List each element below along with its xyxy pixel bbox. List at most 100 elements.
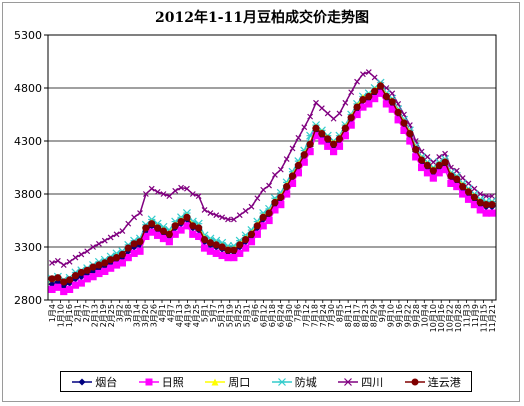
x-tick-label: 7月6 xyxy=(293,304,302,322)
data-point xyxy=(436,153,443,160)
x-tick-label: 8月17 xyxy=(353,304,362,327)
data-point xyxy=(77,268,85,277)
data-point xyxy=(459,175,466,182)
data-point xyxy=(211,378,219,385)
data-point xyxy=(459,190,467,198)
data-point xyxy=(447,172,455,180)
data-point xyxy=(266,182,272,189)
data-point xyxy=(288,172,297,180)
x-tick-label: 8月11 xyxy=(344,304,353,327)
data-point xyxy=(482,209,490,217)
data-point xyxy=(96,240,102,247)
data-point xyxy=(48,275,56,283)
data-point xyxy=(107,234,114,241)
x-tick-label: 6月12 xyxy=(260,304,269,327)
x-tick-label: 3月26 xyxy=(150,304,159,327)
data-point xyxy=(112,261,121,269)
data-point xyxy=(406,137,414,145)
series-1 xyxy=(48,89,496,296)
data-point xyxy=(183,213,191,221)
x-tick-label: 9月16 xyxy=(395,304,404,327)
data-point xyxy=(230,254,238,262)
data-point xyxy=(335,142,344,150)
data-point xyxy=(336,110,343,117)
data-point xyxy=(66,258,73,265)
series-line xyxy=(51,84,492,283)
data-point xyxy=(119,228,126,235)
x-tick-label: 2月25 xyxy=(107,304,116,327)
data-point xyxy=(247,238,256,246)
data-point xyxy=(430,159,437,166)
data-point xyxy=(324,110,331,117)
data-point xyxy=(95,269,103,278)
data-point xyxy=(177,226,185,234)
x-tick-label: 3月8 xyxy=(124,304,133,322)
data-point xyxy=(113,231,120,238)
data-point xyxy=(177,217,185,226)
data-point xyxy=(248,203,255,210)
data-point xyxy=(236,212,243,219)
data-point xyxy=(324,135,332,143)
data-point xyxy=(142,224,150,232)
data-point xyxy=(394,108,402,116)
data-point xyxy=(294,169,302,177)
data-point xyxy=(277,377,286,386)
data-point xyxy=(330,140,338,148)
data-point xyxy=(300,151,308,159)
data-point xyxy=(259,213,267,221)
data-point xyxy=(265,216,273,225)
data-point xyxy=(159,234,168,243)
data-point xyxy=(306,140,314,148)
data-point xyxy=(165,230,173,238)
data-point xyxy=(83,266,91,274)
data-point xyxy=(271,198,279,207)
data-point xyxy=(360,71,366,78)
data-point xyxy=(341,132,349,140)
data-point xyxy=(49,259,55,266)
data-point xyxy=(259,222,267,230)
data-point xyxy=(89,263,97,271)
data-point xyxy=(195,224,203,232)
data-point xyxy=(465,180,472,187)
data-point xyxy=(83,275,91,283)
legend-label: 防城 xyxy=(294,375,317,389)
data-point xyxy=(348,89,355,96)
y-tick-label: 3800 xyxy=(14,188,42,201)
x-tick-label: 8月23 xyxy=(361,304,370,327)
data-point xyxy=(371,74,378,81)
data-point xyxy=(189,191,196,197)
x-tick-label: 5月25 xyxy=(234,304,243,327)
x-tick-label: 9月22 xyxy=(403,304,412,327)
x-tick-label: 3月2 xyxy=(116,304,125,322)
data-point xyxy=(230,246,238,254)
data-point xyxy=(254,195,261,202)
data-point xyxy=(288,179,297,187)
data-point xyxy=(230,216,237,223)
x-tick-label: 10月28 xyxy=(454,304,463,332)
data-point xyxy=(242,235,250,244)
data-point xyxy=(388,105,396,113)
data-point xyxy=(195,193,202,200)
x-tick-label: 5月7 xyxy=(209,304,218,322)
legend-item-lianyungang: 连云港 xyxy=(404,374,461,390)
data-point xyxy=(60,278,68,286)
data-point xyxy=(171,230,179,238)
data-point xyxy=(341,124,349,132)
data-point xyxy=(483,193,490,200)
data-point xyxy=(272,171,278,178)
data-point xyxy=(77,279,85,287)
x-tick-label: 11月21 xyxy=(488,304,497,332)
x-tick-label: 1月4 xyxy=(48,304,57,322)
x-tick-label: 4月19 xyxy=(183,304,192,327)
data-point xyxy=(101,237,108,244)
data-point xyxy=(277,201,285,209)
data-point xyxy=(359,96,367,104)
data-point xyxy=(247,230,256,238)
x-tick-label: 3月14 xyxy=(133,304,142,327)
data-point xyxy=(442,150,448,157)
legend-item-sichuan: 四川 xyxy=(337,374,383,390)
x-tick-label: 5月1 xyxy=(200,304,209,322)
data-point xyxy=(382,100,390,108)
x-tick-label: 6月6 xyxy=(251,304,260,322)
